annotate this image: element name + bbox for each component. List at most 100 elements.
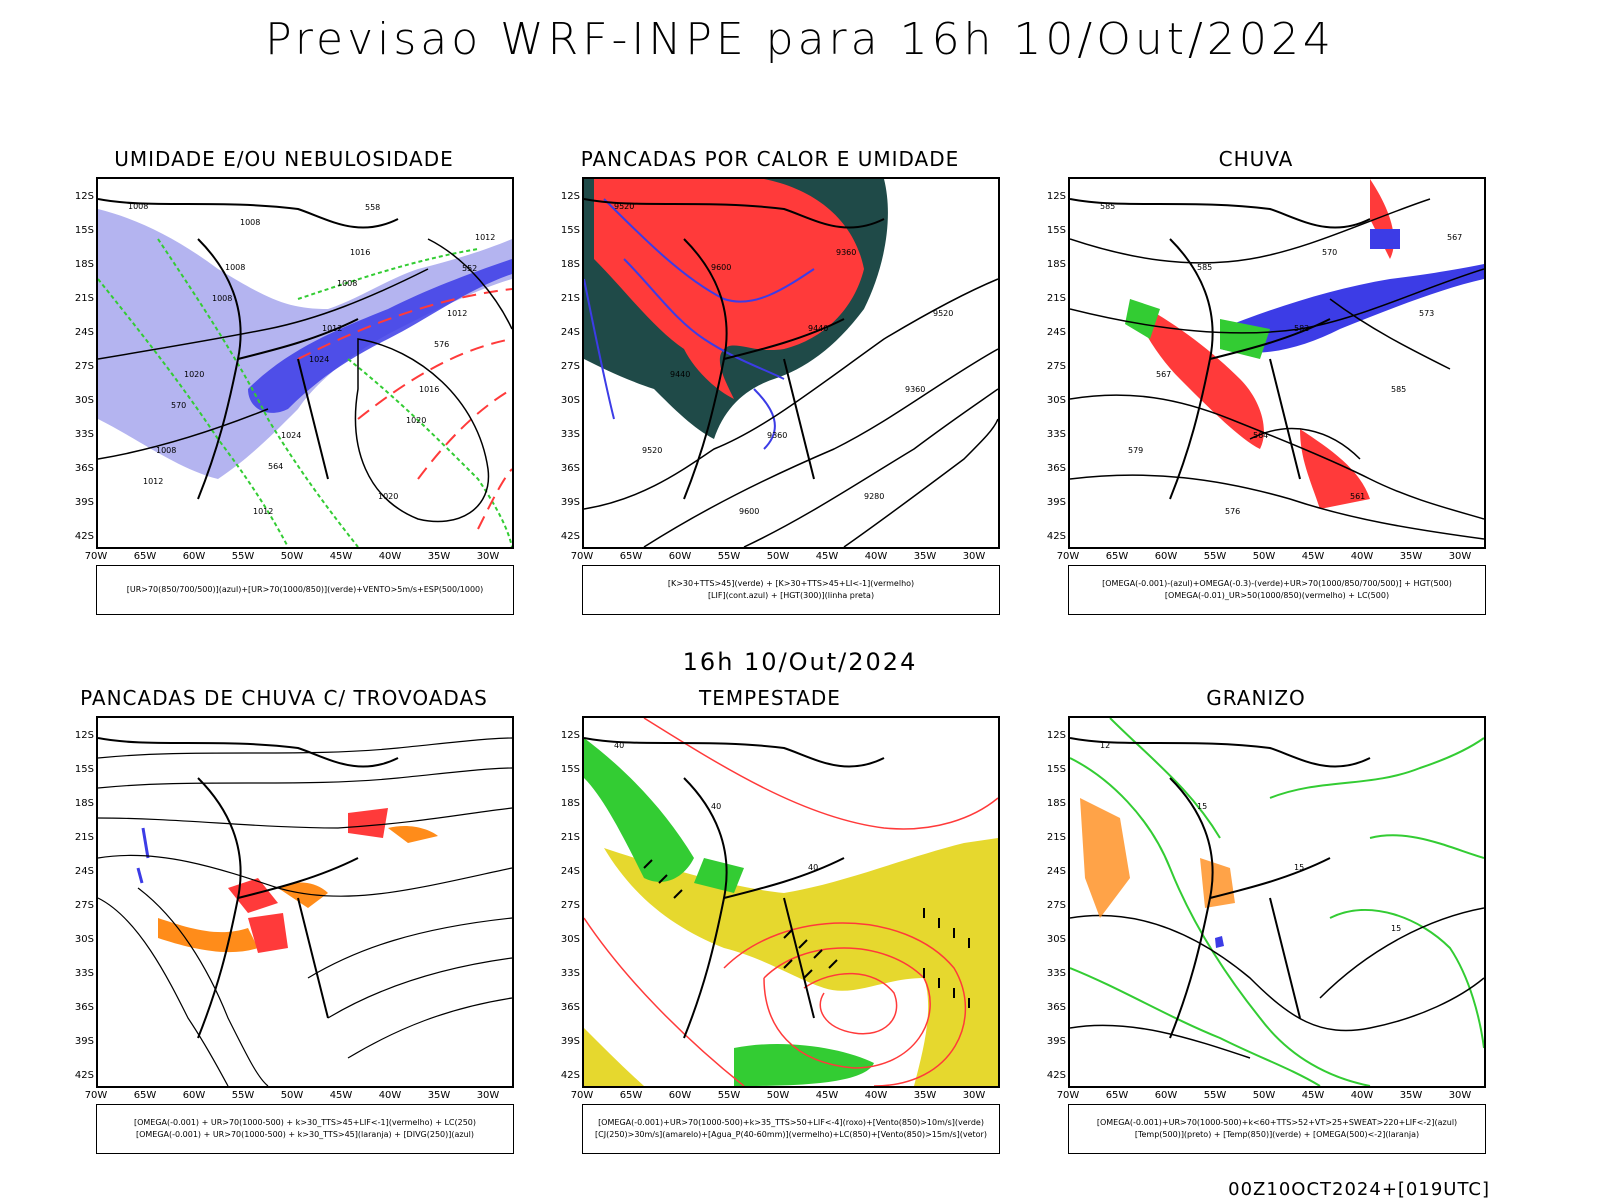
map-granizo: 12 15 15 15 [1068, 716, 1486, 1088]
latitude-tick-label: 27S [74, 900, 94, 911]
longitude-tick-label: 70W [1056, 551, 1080, 562]
latitude-tick-label: 30S [1046, 395, 1066, 406]
contour-value-label: 40 [614, 741, 624, 750]
temp-850-contours [1070, 718, 1484, 1086]
contour-value-label: 576 [434, 340, 449, 349]
latitude-tick-label: 36S [74, 463, 94, 474]
contour-value-label: 9520 [933, 309, 953, 318]
contour-value-label: 567 [1156, 370, 1171, 379]
panel-title: PANCADAS DE CHUVA C/ TROVOADAS [80, 686, 488, 710]
longitude-tick-label: 60W [668, 1090, 692, 1101]
contour-value-label: 1020 [378, 492, 398, 501]
longitude-tick-label: 50W [1252, 551, 1276, 562]
panel-legend: [OMEGA(-0.001)+UR>70(1000-500)+k>35_TTS>… [582, 1104, 1000, 1154]
longitude-tick-label: 45W [329, 551, 353, 562]
latitude-tick-label: 24S [560, 327, 580, 338]
thunder-orange-area [158, 825, 438, 953]
longitude-tick-label: 65W [133, 1090, 157, 1101]
longitude-tick-label: 45W [1301, 1090, 1325, 1101]
longitude-tick-label: 30W [476, 1090, 500, 1101]
legend-line: [OMEGA(-0.01)_UR>50(1000/850)(vermelho) … [1164, 591, 1390, 600]
forecast-time-label: 16h 10/Out/2024 [682, 648, 918, 676]
latitude-tick-label: 39S [560, 497, 580, 508]
latitude-tick-label: 33S [74, 429, 94, 440]
panel-legend: [K>30+TTS>45](verde) + [K>30+TTS>45+LI<-… [582, 565, 1000, 615]
contour-value-label: 561 [1350, 492, 1365, 501]
legend-line: [Temp(500)](preto) + [Temp(850)](verde) … [1134, 1130, 1420, 1139]
longitude-tick-label: 40W [378, 551, 402, 562]
omega-orange-area [1080, 798, 1235, 918]
panel-legend: [OMEGA(-0.001)-(azul)+OMEGA(-0.3)-(verde… [1068, 565, 1486, 615]
latitude-tick-label: 36S [1046, 463, 1066, 474]
longitude-tick-label: 35W [1399, 551, 1423, 562]
latitude-tick-label: 27S [560, 361, 580, 372]
map-chuva: 585 585 582 585 579 576 570 573 567 564 561 567 [1068, 177, 1486, 549]
temp-500-contours [1070, 907, 1484, 1059]
contour-value-label: 1024 [309, 355, 329, 364]
latitude-tick-label: 36S [74, 1002, 94, 1013]
longitude-tick-label: 40W [864, 1090, 888, 1101]
country-borders [1070, 737, 1371, 1039]
contour-value-label: 9280 [864, 492, 884, 501]
contour-value-label: 15 [1391, 924, 1401, 933]
map-pancadas-calor: 9520 9600 9440 9360 9520 9600 9360 9520 9440 9360… [582, 177, 1000, 549]
longitude-tick-label: 55W [717, 551, 741, 562]
contour-value-label: 9360 [836, 248, 856, 257]
latitude-tick-label: 18S [74, 798, 94, 809]
country-borders [584, 198, 885, 500]
latitude-tick-label: 18S [560, 798, 580, 809]
longitude-tick-label: 30W [962, 1090, 986, 1101]
longitude-tick-label: 65W [619, 1090, 643, 1101]
latitude-tick-label: 24S [1046, 327, 1066, 338]
contour-value-label: 15 [1294, 863, 1304, 872]
run-timestamp: 00Z10OCT2024+[019UTC] [1228, 1179, 1490, 1200]
latitude-tick-label: 15S [74, 225, 94, 236]
panel-pancadas-calor: PANCADAS POR CALOR E UMIDADE 9520 9600 944… [540, 147, 1000, 627]
latitude-tick-label: 15S [74, 764, 94, 775]
contour-value-label: 1008 [240, 218, 260, 227]
latitude-tick-label: 24S [560, 866, 580, 877]
thunder-red-area [228, 808, 388, 953]
latitude-tick-label: 33S [560, 968, 580, 979]
latitude-tick-label: 18S [74, 259, 94, 270]
latitude-tick-label: 21S [1046, 293, 1066, 304]
longitude-tick-label: 65W [1105, 551, 1129, 562]
latitude-tick-label: 36S [560, 1002, 580, 1013]
contour-value-label: 9600 [739, 507, 759, 516]
longitude-tick-label: 70W [570, 551, 594, 562]
contour-value-label: 1012 [143, 477, 163, 486]
height-300-contours [584, 278, 998, 547]
latitude-tick-label: 42S [74, 1070, 94, 1081]
contour-value-label: 564 [1253, 431, 1268, 440]
contour-value-label: 9360 [905, 385, 925, 394]
longitude-tick-label: 50W [280, 1090, 304, 1101]
legend-line: [OMEGA(-0.001)-(azul)+OMEGA(-0.3)-(verde… [1102, 579, 1452, 588]
longitude-tick-label: 50W [766, 1090, 790, 1101]
longitude-tick-label: 55W [717, 1090, 741, 1101]
latitude-tick-label: 30S [74, 934, 94, 945]
latitude-tick-label: 21S [74, 293, 94, 304]
latitude-tick-label: 24S [74, 866, 94, 877]
contour-value-label: 1016 [350, 248, 370, 257]
latitude-tick-label: 15S [1046, 764, 1066, 775]
longitude-tick-label: 70W [84, 1090, 108, 1101]
map-trovoadas [96, 716, 514, 1088]
latitude-tick-label: 18S [560, 259, 580, 270]
low-pressure-850-contours [584, 718, 998, 1086]
contour-value-label: 567 [1447, 233, 1462, 242]
legend-line: [OMEGA(-0.001) + UR>70(1000-500) + k>30_… [133, 1118, 477, 1127]
longitude-tick-label: 35W [1399, 1090, 1423, 1101]
latitude-tick-label: 33S [74, 968, 94, 979]
latitude-tick-label: 18S [1046, 259, 1066, 270]
legend-line: [OMEGA(-0.001)+UR>70(1000-500)+k>35_TTS>… [598, 1118, 984, 1127]
panel-granizo: GRANIZO 12 15 15 15 [OMEGA(-0.001)+UR>70(10… [1026, 686, 1486, 1166]
height-500-contours [1070, 198, 1484, 540]
humidity-core-area [248, 259, 512, 413]
longitude-tick-label: 65W [619, 551, 643, 562]
longitude-tick-label: 45W [815, 551, 839, 562]
latitude-tick-label: 21S [560, 293, 580, 304]
contour-value-label: 1012 [253, 507, 273, 516]
longitude-tick-label: 30W [1448, 551, 1472, 562]
latitude-tick-label: 15S [1046, 225, 1066, 236]
contour-value-label: 579 [1128, 446, 1143, 455]
